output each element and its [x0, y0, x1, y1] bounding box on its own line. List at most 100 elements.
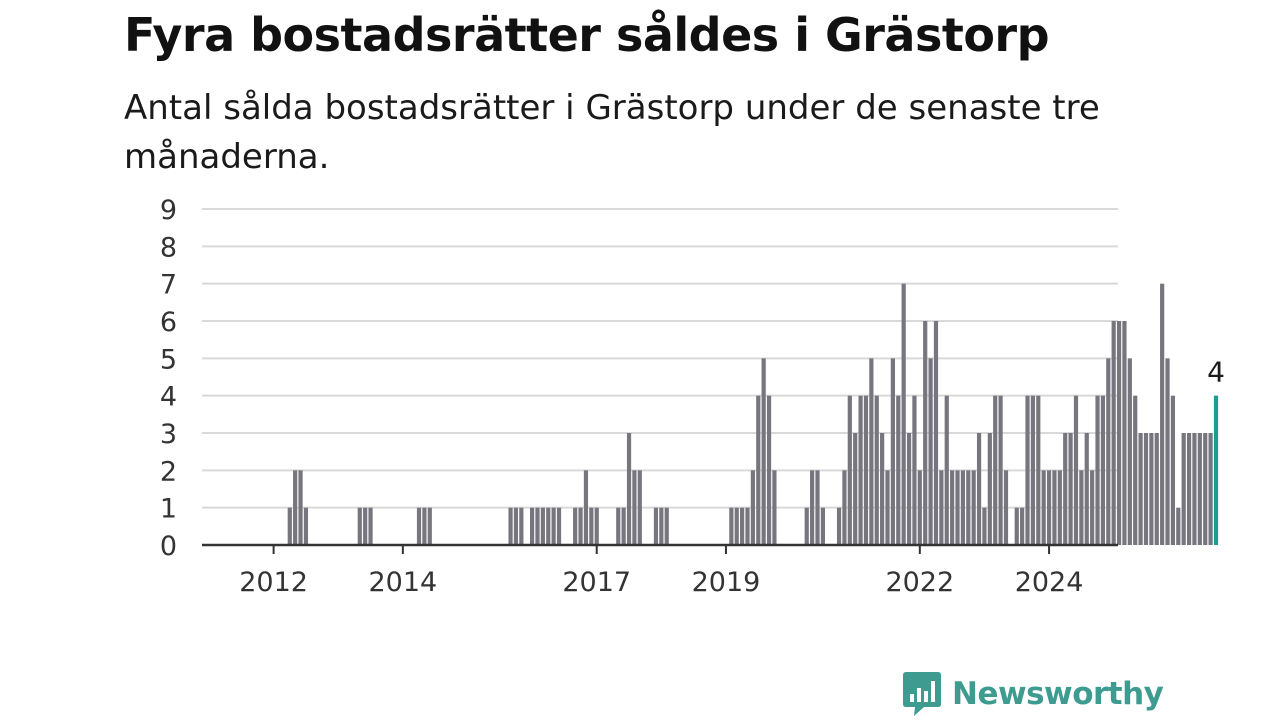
bar: [594, 507, 599, 545]
bar: [950, 470, 955, 545]
bar: [287, 507, 292, 545]
bar: [928, 358, 933, 545]
bar: [1154, 433, 1159, 545]
bar: [1170, 395, 1176, 545]
bar: [982, 507, 987, 545]
bar: [1208, 433, 1213, 545]
bar: [993, 395, 998, 545]
bar: [578, 507, 583, 545]
bar: [858, 395, 863, 545]
bar: [1133, 395, 1138, 545]
highlight-bar: [1213, 395, 1219, 545]
x-tick-label: 2019: [692, 567, 761, 598]
bar: [766, 395, 772, 545]
bar: [740, 507, 745, 545]
bar: [955, 470, 960, 545]
bar: [987, 433, 992, 545]
bar: [427, 507, 432, 545]
bar: [998, 395, 1003, 545]
bar: [1014, 507, 1019, 545]
bar: [519, 507, 524, 545]
bar: [1138, 433, 1143, 545]
x-axis: 2012 2014 2017 2019 2022 2024: [202, 543, 1118, 598]
bar: [1063, 433, 1068, 545]
y-tick-label: 2: [160, 456, 177, 487]
bar: [901, 283, 906, 545]
x-tick-label: 2014: [369, 567, 438, 598]
bar: [1203, 433, 1208, 545]
chart-subtitle: Antal sålda bostadsrätter i Grästorp und…: [124, 88, 1100, 177]
bar: [1106, 358, 1111, 545]
x-tick-label: 2012: [239, 567, 308, 598]
bar: [357, 507, 362, 545]
y-tick-label: 4: [160, 382, 177, 413]
bar: [734, 507, 739, 545]
bar: [756, 395, 761, 545]
bar: [1036, 395, 1041, 545]
bar: [546, 507, 551, 545]
bar: [1181, 433, 1186, 545]
bar: [368, 507, 373, 545]
bar: [874, 395, 879, 545]
bar: [508, 507, 513, 545]
bar: [416, 507, 422, 545]
data-labels: 4: [1207, 356, 1225, 389]
bar: [664, 507, 669, 545]
bar: [626, 433, 632, 545]
highlight-value-label: 4: [1207, 356, 1225, 389]
bar: [540, 507, 545, 545]
bar: [976, 433, 982, 545]
x-tick-label: 2017: [562, 567, 631, 598]
bars: [287, 283, 1219, 545]
bar: [1079, 470, 1084, 545]
bar: [653, 507, 659, 545]
y-tick-label: 8: [160, 232, 177, 263]
bar: [637, 470, 642, 545]
bar: [1197, 433, 1202, 545]
bar: [513, 507, 519, 545]
bar: [971, 470, 976, 545]
bar: [917, 470, 922, 545]
bar: [906, 433, 912, 545]
y-tick-label: 0: [160, 531, 177, 562]
bar: [1020, 507, 1025, 545]
bar: [632, 470, 637, 545]
bar: [761, 358, 766, 545]
x-tick-label: 2022: [885, 567, 954, 598]
bar: [729, 507, 734, 545]
bar: [659, 507, 664, 545]
brand-logo: Newsworthy: [902, 670, 1164, 718]
bar: [939, 470, 944, 545]
y-tick-label: 1: [160, 494, 177, 525]
bar: [1090, 470, 1095, 545]
bar: [293, 470, 298, 545]
bar: [1041, 470, 1046, 545]
bar: [535, 507, 540, 545]
bar: [363, 507, 368, 545]
bar: [1122, 321, 1127, 545]
bar: [880, 433, 885, 545]
bar: [422, 507, 427, 545]
y-axis: 0 1 2 3 4 5 6 7 8 9: [160, 195, 177, 562]
bar: [966, 470, 971, 545]
bar: [885, 470, 890, 545]
bar: [1143, 433, 1149, 545]
bar: [1057, 470, 1062, 545]
bar: [896, 395, 901, 545]
bar: [1111, 321, 1116, 545]
bar: [1176, 507, 1181, 545]
newsworthy-logo-icon: [903, 672, 941, 716]
bar: [810, 470, 815, 545]
bar: [1160, 283, 1165, 545]
bar: [890, 358, 895, 545]
x-tick-label: 2024: [1015, 567, 1084, 598]
grid-lines: [202, 208, 1118, 509]
chart-title: Fyra bostadsrätter såldes i Grästorp: [124, 8, 1050, 62]
bar: [863, 395, 869, 545]
bar: [556, 507, 562, 545]
bar: [960, 470, 965, 545]
bar: [298, 470, 303, 545]
bar: [933, 321, 939, 545]
bar: [1046, 470, 1052, 545]
bar: [1025, 395, 1030, 545]
